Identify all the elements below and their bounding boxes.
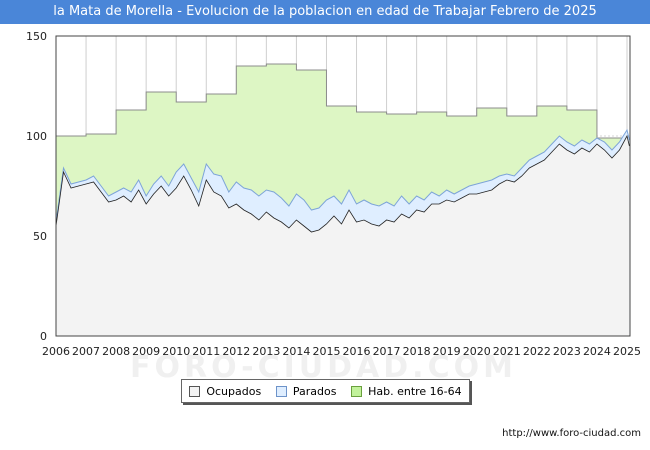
- habitantes-swatch-icon: [351, 385, 363, 397]
- source-link[interactable]: http://www.foro-ciudad.com: [502, 428, 641, 439]
- axes: [55, 35, 631, 337]
- x-tick-label: 2011: [192, 345, 220, 358]
- x-tick-label: 2010: [162, 345, 190, 358]
- legend-label-parados: Parados: [292, 384, 337, 398]
- y-tick-label: 0: [40, 330, 47, 343]
- x-tick-label: 2018: [403, 345, 431, 358]
- plot-frame: [55, 35, 631, 337]
- x-tick-label: 2017: [373, 345, 401, 358]
- data-areas: [55, 63, 630, 336]
- legend-label-habitantes: Hab. entre 16-64: [368, 384, 462, 398]
- legend-item-parados: Parados: [275, 384, 337, 398]
- x-tick-label: 2019: [433, 345, 461, 358]
- x-tick-label: 2025: [613, 345, 641, 358]
- x-tick-label: 2024: [583, 345, 611, 358]
- ocupados-area: [56, 136, 630, 336]
- chart-legend: Ocupados Parados Hab. entre 16-64: [181, 379, 470, 403]
- parados-line: [55, 128, 630, 223]
- legend-item-ocupados: Ocupados: [189, 385, 261, 398]
- x-tick-label: 2008: [102, 345, 130, 358]
- x-tick-label: 2015: [312, 345, 340, 358]
- y-tick-label: 150: [26, 30, 47, 43]
- habitantes-line: [56, 63, 630, 139]
- x-tick-label: 2022: [523, 345, 551, 358]
- chart-title: la Mata de Morella - Evolucion de la pob…: [0, 0, 650, 24]
- parados-swatch-icon: [275, 385, 287, 397]
- x-tick-label: 2020: [463, 345, 491, 358]
- x-tick-label: 2013: [252, 345, 280, 358]
- legend-label-ocupados: Ocupados: [206, 384, 262, 398]
- x-tick-label: 2016: [343, 345, 371, 358]
- ocupados-swatch-icon: [189, 385, 201, 397]
- legend-item-habitantes: Hab. entre 16-64: [351, 385, 462, 398]
- x-tick-label: 2009: [132, 345, 160, 358]
- y-tick-label: 100: [26, 130, 47, 143]
- x-tick-label: 2006: [42, 345, 70, 358]
- ocupados-line: [55, 134, 630, 233]
- x-tick-label: 2021: [493, 345, 521, 358]
- y-tick-label: 50: [33, 230, 47, 243]
- x-tick-label: 2007: [72, 345, 100, 358]
- x-tick-label: 2023: [553, 345, 581, 358]
- x-tick-label: 2012: [222, 345, 250, 358]
- x-tick-label: 2014: [282, 345, 310, 358]
